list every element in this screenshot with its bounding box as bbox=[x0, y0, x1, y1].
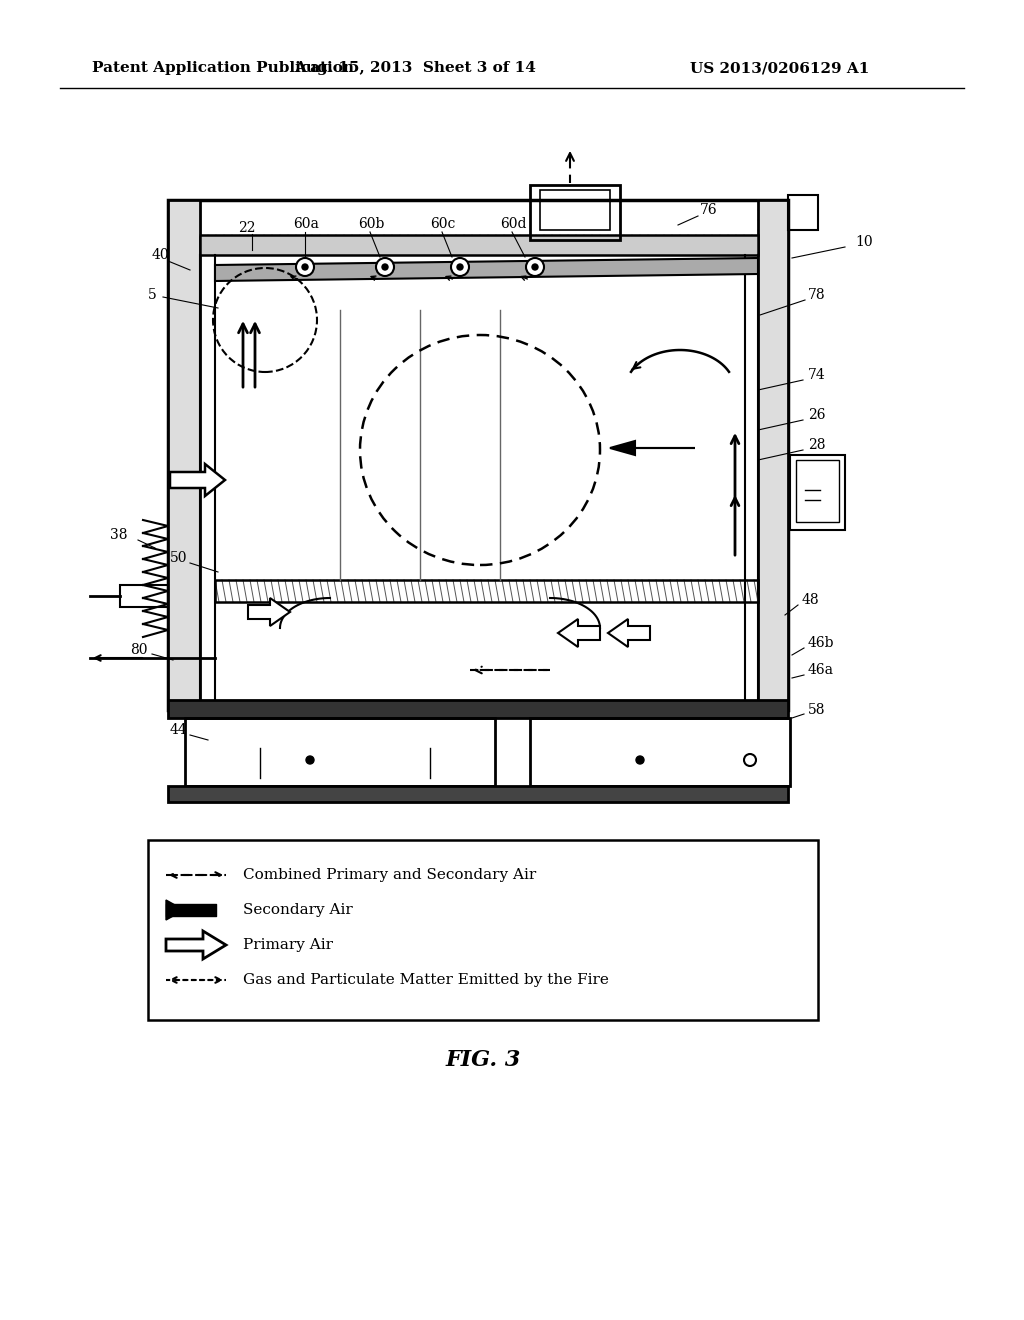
Bar bbox=[758, 201, 788, 710]
Text: 60c: 60c bbox=[430, 216, 456, 231]
Text: 78: 78 bbox=[808, 288, 825, 302]
Text: 5: 5 bbox=[148, 288, 157, 302]
Bar bbox=[148, 840, 818, 1020]
Text: 44: 44 bbox=[170, 723, 187, 737]
Text: 10: 10 bbox=[855, 235, 872, 249]
Text: Combined Primary and Secondary Air: Combined Primary and Secondary Air bbox=[243, 869, 537, 882]
Text: Primary Air: Primary Air bbox=[243, 939, 333, 952]
Text: 58: 58 bbox=[808, 704, 825, 717]
Polygon shape bbox=[170, 465, 225, 496]
Bar bbox=[168, 785, 788, 803]
Polygon shape bbox=[610, 441, 695, 455]
Polygon shape bbox=[166, 900, 184, 920]
Text: 26: 26 bbox=[808, 408, 825, 422]
Text: 60b: 60b bbox=[358, 216, 384, 231]
Text: US 2013/0206129 A1: US 2013/0206129 A1 bbox=[690, 61, 869, 75]
Circle shape bbox=[382, 264, 388, 271]
Circle shape bbox=[457, 264, 463, 271]
Text: 80: 80 bbox=[130, 643, 147, 657]
Text: Aug. 15, 2013  Sheet 3 of 14: Aug. 15, 2013 Sheet 3 of 14 bbox=[294, 61, 536, 75]
Text: 50: 50 bbox=[170, 550, 187, 565]
Text: 28: 28 bbox=[808, 438, 825, 451]
Text: Secondary Air: Secondary Air bbox=[243, 903, 352, 917]
Circle shape bbox=[306, 756, 314, 764]
Bar bbox=[530, 185, 620, 240]
Text: Gas and Particulate Matter Emitted by the Fire: Gas and Particulate Matter Emitted by th… bbox=[243, 973, 609, 987]
Bar bbox=[168, 201, 200, 710]
Text: 76: 76 bbox=[700, 203, 718, 216]
Text: 60d: 60d bbox=[500, 216, 526, 231]
Polygon shape bbox=[608, 619, 650, 647]
Text: 40: 40 bbox=[152, 248, 170, 261]
Circle shape bbox=[451, 257, 469, 276]
Text: 46b: 46b bbox=[808, 636, 835, 649]
Polygon shape bbox=[248, 598, 290, 626]
Bar bbox=[200, 235, 758, 255]
Bar bbox=[788, 195, 818, 230]
Bar bbox=[215, 579, 758, 602]
Text: 22: 22 bbox=[238, 220, 256, 235]
Text: 38: 38 bbox=[110, 528, 128, 543]
Polygon shape bbox=[215, 257, 758, 281]
Bar bbox=[168, 201, 788, 710]
Text: FIG. 3: FIG. 3 bbox=[445, 1049, 520, 1071]
Polygon shape bbox=[166, 931, 226, 960]
Circle shape bbox=[532, 264, 538, 271]
Text: 74: 74 bbox=[808, 368, 825, 381]
Bar bbox=[796, 459, 839, 521]
Polygon shape bbox=[558, 619, 600, 647]
Text: 48: 48 bbox=[802, 593, 819, 607]
Bar bbox=[530, 718, 790, 785]
Circle shape bbox=[302, 264, 308, 271]
Circle shape bbox=[526, 257, 544, 276]
Text: 60a: 60a bbox=[293, 216, 318, 231]
Circle shape bbox=[376, 257, 394, 276]
Circle shape bbox=[636, 756, 644, 764]
Bar bbox=[168, 700, 788, 718]
Bar bbox=[185, 718, 495, 785]
Text: Patent Application Publication: Patent Application Publication bbox=[92, 61, 354, 75]
Bar bbox=[790, 455, 845, 531]
Bar bbox=[540, 190, 610, 230]
Circle shape bbox=[296, 257, 314, 276]
Bar bbox=[120, 585, 168, 607]
Text: 46a: 46a bbox=[808, 663, 834, 677]
